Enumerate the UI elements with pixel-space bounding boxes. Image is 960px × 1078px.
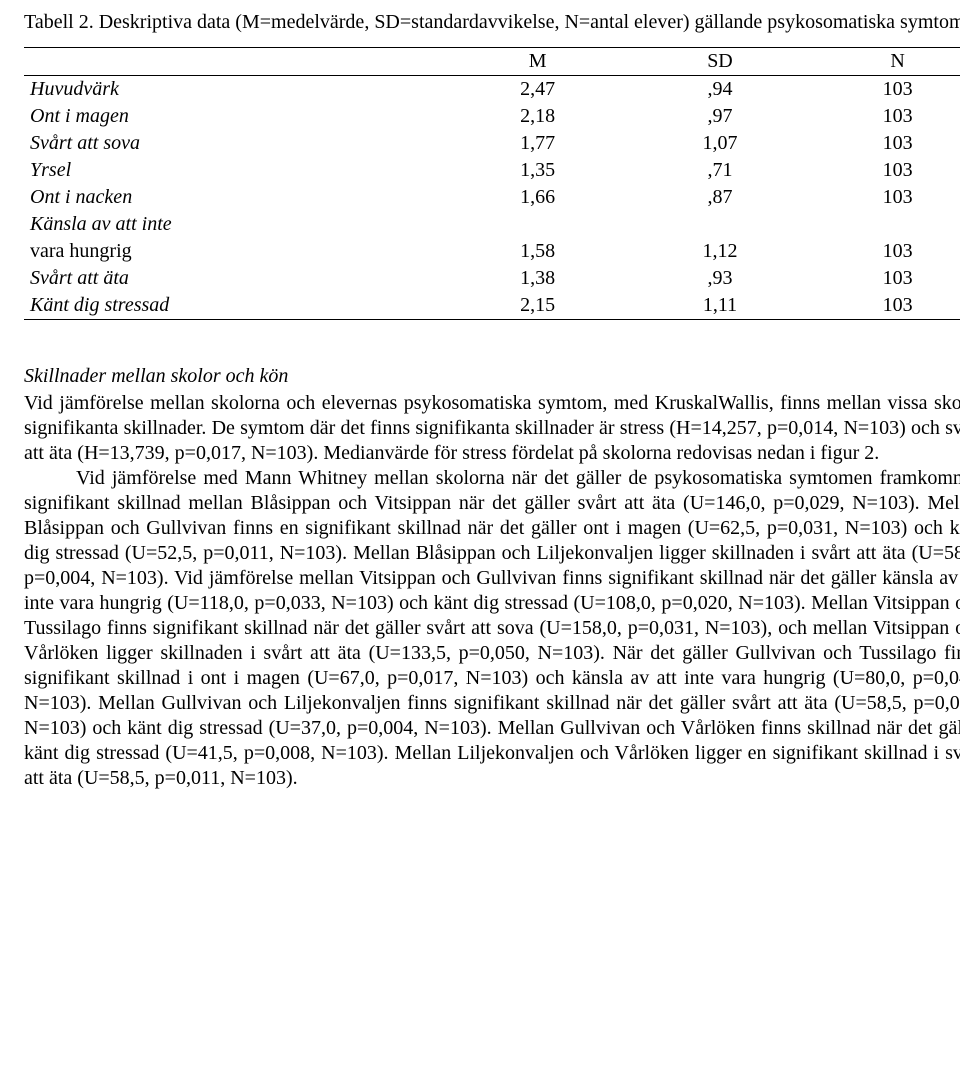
row-cell: 1,35	[446, 157, 628, 184]
col-header-label	[24, 48, 446, 76]
row-cell: 103	[811, 265, 960, 292]
row-cell: ,71	[629, 157, 811, 184]
row-cell	[811, 211, 960, 238]
row-label: Svårt att sova	[24, 130, 446, 157]
row-cell: ,93	[629, 265, 811, 292]
row-cell: ,87	[629, 184, 811, 211]
row-cell: ,97	[629, 103, 811, 130]
row-cell: 1,77	[446, 130, 628, 157]
row-label: Huvudvärk	[24, 76, 446, 104]
col-header-n: N	[811, 48, 960, 76]
row-cell: 1,12	[629, 238, 811, 265]
row-cell: 1,11	[629, 292, 811, 320]
row-label: Svårt att äta	[24, 265, 446, 292]
paragraph-2: Vid jämförelse med Mann Whitney mellan s…	[24, 467, 960, 789]
row-cell: 1,07	[629, 130, 811, 157]
row-cell: ,94	[629, 76, 811, 104]
row-cell: 2,15	[446, 292, 628, 320]
row-label: Ont i nacken	[24, 184, 446, 211]
row-cell: 103	[811, 184, 960, 211]
row-cell: 1,58	[446, 238, 628, 265]
row-cell: 103	[811, 76, 960, 104]
row-label: Känsla av att inte	[24, 211, 446, 238]
row-cell	[446, 211, 628, 238]
row-label-cont: vara hungrig	[24, 238, 446, 265]
data-table: MSDNHuvudvärk2,47,94103Ont i magen2,18,9…	[24, 47, 960, 320]
row-cell: 103	[811, 130, 960, 157]
row-cell: 1,38	[446, 265, 628, 292]
row-label: Känt dig stressad	[24, 292, 446, 320]
row-cell	[629, 211, 811, 238]
row-cell: 103	[811, 238, 960, 265]
col-header-m: M	[446, 48, 628, 76]
row-cell: 2,47	[446, 76, 628, 104]
row-label: Ont i magen	[24, 103, 446, 130]
row-cell: 103	[811, 292, 960, 320]
row-cell: 2,18	[446, 103, 628, 130]
row-label: Yrsel	[24, 157, 446, 184]
body-paragraphs: Vid jämförelse mellan skolorna och eleve…	[24, 391, 960, 791]
col-header-sd: SD	[629, 48, 811, 76]
table-caption: Tabell 2. Deskriptiva data (M=medelvärde…	[24, 10, 960, 35]
section-heading: Skillnader mellan skolor och kön	[24, 364, 960, 389]
row-cell: 103	[811, 157, 960, 184]
paragraph-1: Vid jämförelse mellan skolorna och eleve…	[24, 392, 960, 464]
row-cell: 1,66	[446, 184, 628, 211]
row-cell: 103	[811, 103, 960, 130]
